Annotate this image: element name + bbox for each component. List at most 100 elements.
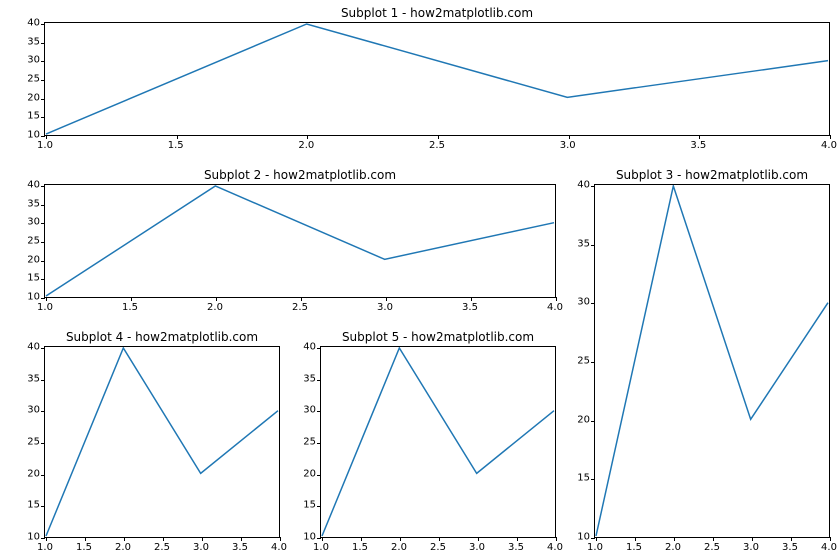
xtick-mark (301, 297, 302, 301)
xtick-label: 1.5 (168, 140, 184, 151)
xtick-mark (386, 297, 387, 301)
ytick-label: 20 (292, 468, 316, 479)
xtick-label: 3.5 (508, 542, 524, 553)
xtick-mark (177, 135, 178, 139)
ytick-label: 25 (16, 236, 40, 247)
xtick-mark (569, 135, 570, 139)
xtick-label: 4.0 (821, 542, 837, 553)
data-line (322, 348, 554, 536)
xtick-label: 3.5 (462, 302, 478, 313)
xtick-mark (46, 297, 47, 301)
xtick-label: 2.0 (207, 302, 223, 313)
xtick-mark (400, 537, 401, 541)
ytick-label: 20 (16, 468, 40, 479)
subplot-3: Subplot 3 - how2matplotlib.com1015202530… (594, 184, 830, 538)
subplot-5: Subplot 5 - how2matplotlib.com1015202530… (320, 346, 556, 538)
ytick-label: 40 (16, 342, 40, 353)
ytick-mark (41, 538, 45, 539)
xtick-label: 4.0 (547, 302, 563, 313)
line-chart (595, 185, 829, 537)
ytick-mark (41, 136, 45, 137)
xtick-label: 2.5 (430, 542, 446, 553)
axes (44, 22, 830, 136)
xtick-mark (163, 537, 164, 541)
xtick-mark (596, 537, 597, 541)
xtick-label: 2.0 (665, 542, 681, 553)
xtick-mark (241, 537, 242, 541)
xtick-mark (202, 537, 203, 541)
xtick-label: 3.0 (560, 140, 576, 151)
xtick-label: 2.0 (115, 542, 131, 553)
xtick-mark (791, 537, 792, 541)
ytick-label: 20 (566, 414, 590, 425)
xtick-label: 1.0 (37, 302, 53, 313)
xtick-label: 4.0 (821, 140, 837, 151)
axes (320, 346, 556, 538)
ytick-label: 15 (16, 273, 40, 284)
ytick-label: 25 (566, 356, 590, 367)
xtick-mark (216, 297, 217, 301)
ytick-label: 20 (16, 254, 40, 265)
ytick-label: 40 (566, 180, 590, 191)
xtick-label: 2.5 (292, 302, 308, 313)
ytick-label: 10 (16, 292, 40, 303)
ytick-label: 40 (16, 18, 40, 29)
xtick-label: 4.0 (547, 542, 563, 553)
xtick-mark (361, 537, 362, 541)
data-line (596, 186, 828, 536)
data-line (46, 186, 554, 296)
ytick-label: 30 (16, 217, 40, 228)
xtick-mark (131, 297, 132, 301)
xtick-mark (46, 537, 47, 541)
ytick-label: 35 (16, 36, 40, 47)
xtick-mark (635, 537, 636, 541)
subplot-4: Subplot 4 - how2matplotlib.com1015202530… (44, 346, 280, 538)
data-line (46, 24, 828, 134)
xtick-mark (752, 537, 753, 541)
ytick-label: 30 (566, 297, 590, 308)
xtick-mark (556, 297, 557, 301)
ytick-label: 15 (16, 111, 40, 122)
xtick-mark (478, 537, 479, 541)
xtick-mark (124, 537, 125, 541)
ytick-mark (591, 538, 595, 539)
xtick-label: 2.0 (391, 542, 407, 553)
xtick-mark (85, 537, 86, 541)
xtick-label: 3.0 (193, 542, 209, 553)
ytick-label: 10 (292, 532, 316, 543)
ytick-label: 10 (16, 130, 40, 141)
ytick-label: 40 (16, 180, 40, 191)
line-chart (45, 185, 555, 297)
xtick-label: 3.5 (782, 542, 798, 553)
line-chart (321, 347, 555, 537)
xtick-mark (556, 537, 557, 541)
ytick-mark (317, 538, 321, 539)
ytick-label: 25 (16, 74, 40, 85)
figure: Subplot 1 - how2matplotlib.com1015202530… (0, 0, 840, 560)
ytick-label: 35 (566, 238, 590, 249)
xtick-mark (830, 537, 831, 541)
subplot-title: Subplot 2 - how2matplotlib.com (44, 168, 556, 182)
xtick-label: 1.5 (122, 302, 138, 313)
ytick-label: 10 (16, 532, 40, 543)
ytick-label: 10 (566, 532, 590, 543)
ytick-label: 35 (16, 198, 40, 209)
subplot-title: Subplot 4 - how2matplotlib.com (44, 330, 280, 344)
subplot-2: Subplot 2 - how2matplotlib.com1015202530… (44, 184, 556, 298)
xtick-mark (438, 135, 439, 139)
xtick-label: 3.0 (377, 302, 393, 313)
subplot-1: Subplot 1 - how2matplotlib.com1015202530… (44, 22, 830, 136)
xtick-mark (307, 135, 308, 139)
xtick-label: 2.0 (298, 140, 314, 151)
ytick-label: 20 (16, 92, 40, 103)
xtick-label: 1.5 (626, 542, 642, 553)
ytick-label: 30 (16, 55, 40, 66)
ytick-label: 40 (292, 342, 316, 353)
xtick-mark (713, 537, 714, 541)
ytick-label: 30 (292, 405, 316, 416)
xtick-label: 3.5 (690, 140, 706, 151)
data-line (46, 348, 278, 536)
ytick-label: 25 (16, 437, 40, 448)
xtick-mark (280, 537, 281, 541)
xtick-label: 1.0 (37, 542, 53, 553)
